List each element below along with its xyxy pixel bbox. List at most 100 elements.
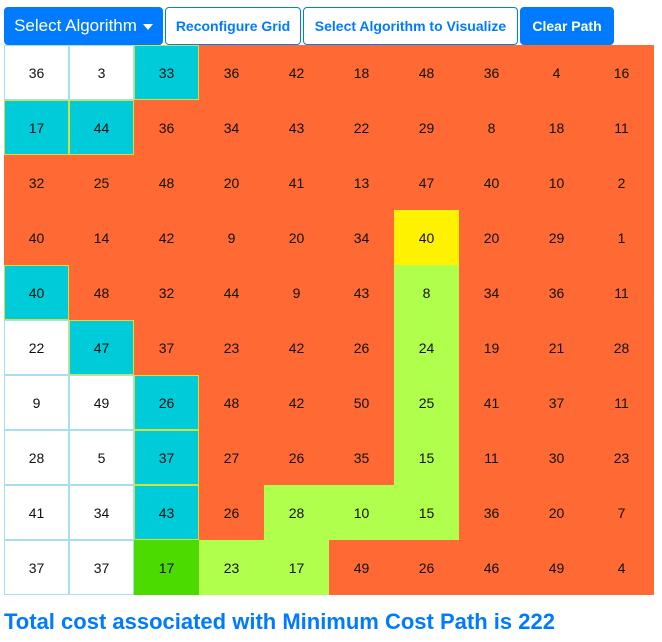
grid-cell[interactable]: 20: [524, 485, 589, 540]
grid-cell[interactable]: 2: [589, 155, 654, 210]
grid-cell[interactable]: 41: [264, 155, 329, 210]
grid-cell[interactable]: 36: [4, 45, 69, 100]
grid-cell[interactable]: 26: [264, 430, 329, 485]
grid-cell[interactable]: 18: [329, 45, 394, 100]
grid-cell[interactable]: 11: [589, 100, 654, 155]
grid-cell[interactable]: 37: [4, 540, 69, 595]
grid-cell[interactable]: 47: [394, 155, 459, 210]
clear-path-button[interactable]: Clear Path: [520, 7, 614, 45]
grid-cell[interactable]: 40: [394, 210, 459, 265]
grid-cell[interactable]: 27: [199, 430, 264, 485]
grid-cell[interactable]: 9: [199, 210, 264, 265]
grid-cell[interactable]: 20: [199, 155, 264, 210]
grid-cell[interactable]: 5: [69, 430, 134, 485]
grid-cell[interactable]: 41: [4, 485, 69, 540]
grid-cell[interactable]: 4: [589, 540, 654, 595]
grid-cell[interactable]: 44: [199, 265, 264, 320]
grid-cell[interactable]: 42: [264, 320, 329, 375]
grid-cell[interactable]: 48: [134, 155, 199, 210]
grid-cell[interactable]: 21: [524, 320, 589, 375]
grid-cell[interactable]: 18: [524, 100, 589, 155]
grid-cell[interactable]: 25: [394, 375, 459, 430]
grid-cell[interactable]: 44: [69, 100, 134, 155]
grid-cell[interactable]: 35: [329, 430, 394, 485]
grid-cell[interactable]: 36: [134, 100, 199, 155]
grid-cell[interactable]: 28: [4, 430, 69, 485]
grid-cell[interactable]: 43: [134, 485, 199, 540]
grid-cell[interactable]: 48: [69, 265, 134, 320]
grid-cell[interactable]: 20: [459, 210, 524, 265]
grid-cell[interactable]: 32: [4, 155, 69, 210]
select-algorithm-dropdown[interactable]: Select Algorithm: [4, 7, 163, 45]
grid-cell[interactable]: 9: [264, 265, 329, 320]
grid-cell[interactable]: 34: [329, 210, 394, 265]
grid-cell[interactable]: 15: [394, 485, 459, 540]
grid-cell[interactable]: 36: [524, 265, 589, 320]
grid-cell[interactable]: 37: [134, 430, 199, 485]
grid-cell[interactable]: 15: [394, 430, 459, 485]
grid-cell[interactable]: 19: [459, 320, 524, 375]
grid-cell[interactable]: 23: [589, 430, 654, 485]
grid-cell[interactable]: 9: [4, 375, 69, 430]
grid-cell[interactable]: 26: [134, 375, 199, 430]
grid-cell[interactable]: 30: [524, 430, 589, 485]
grid-cell[interactable]: 49: [329, 540, 394, 595]
visualize-button[interactable]: Select Algorithm to Visualize: [303, 7, 518, 45]
grid-cell[interactable]: 29: [394, 100, 459, 155]
grid-cell[interactable]: 36: [199, 45, 264, 100]
grid-cell[interactable]: 42: [134, 210, 199, 265]
grid-cell[interactable]: 4: [524, 45, 589, 100]
grid-cell[interactable]: 26: [394, 540, 459, 595]
grid-cell[interactable]: 1: [589, 210, 654, 265]
grid-cell[interactable]: 17: [134, 540, 199, 595]
grid-cell[interactable]: 36: [459, 45, 524, 100]
grid-cell[interactable]: 34: [459, 265, 524, 320]
grid-cell[interactable]: 26: [329, 320, 394, 375]
grid-cell[interactable]: 28: [589, 320, 654, 375]
grid-cell[interactable]: 40: [4, 210, 69, 265]
grid-cell[interactable]: 28: [264, 485, 329, 540]
grid-cell[interactable]: 11: [589, 375, 654, 430]
grid-cell[interactable]: 10: [329, 485, 394, 540]
grid-cell[interactable]: 33: [134, 45, 199, 100]
grid-cell[interactable]: 3: [69, 45, 134, 100]
grid-cell[interactable]: 49: [524, 540, 589, 595]
grid-cell[interactable]: 22: [329, 100, 394, 155]
grid-cell[interactable]: 7: [589, 485, 654, 540]
grid-cell[interactable]: 43: [264, 100, 329, 155]
grid-cell[interactable]: 42: [264, 45, 329, 100]
grid-cell[interactable]: 37: [134, 320, 199, 375]
grid-cell[interactable]: 37: [524, 375, 589, 430]
grid-cell[interactable]: 17: [4, 100, 69, 155]
grid-cell[interactable]: 34: [199, 100, 264, 155]
grid-cell[interactable]: 37: [69, 540, 134, 595]
grid-cell[interactable]: 23: [199, 540, 264, 595]
grid-cell[interactable]: 11: [589, 265, 654, 320]
grid-cell[interactable]: 25: [69, 155, 134, 210]
grid-cell[interactable]: 46: [459, 540, 524, 595]
grid-cell[interactable]: 11: [459, 430, 524, 485]
grid-cell[interactable]: 22: [4, 320, 69, 375]
grid-cell[interactable]: 47: [69, 320, 134, 375]
grid-cell[interactable]: 23: [199, 320, 264, 375]
reconfigure-grid-button[interactable]: Reconfigure Grid: [165, 7, 301, 45]
grid-cell[interactable]: 40: [4, 265, 69, 320]
grid-cell[interactable]: 32: [134, 265, 199, 320]
grid-cell[interactable]: 29: [524, 210, 589, 265]
grid-cell[interactable]: 41: [459, 375, 524, 430]
grid-cell[interactable]: 14: [69, 210, 134, 265]
grid-cell[interactable]: 42: [264, 375, 329, 430]
grid-cell[interactable]: 16: [589, 45, 654, 100]
grid-cell[interactable]: 24: [394, 320, 459, 375]
grid-cell[interactable]: 8: [459, 100, 524, 155]
grid-cell[interactable]: 20: [264, 210, 329, 265]
grid-cell[interactable]: 26: [199, 485, 264, 540]
grid-cell[interactable]: 43: [329, 265, 394, 320]
grid-cell[interactable]: 48: [394, 45, 459, 100]
grid-cell[interactable]: 49: [69, 375, 134, 430]
grid-cell[interactable]: 36: [459, 485, 524, 540]
grid-cell[interactable]: 40: [459, 155, 524, 210]
grid-cell[interactable]: 50: [329, 375, 394, 430]
grid-cell[interactable]: 13: [329, 155, 394, 210]
grid-cell[interactable]: 17: [264, 540, 329, 595]
